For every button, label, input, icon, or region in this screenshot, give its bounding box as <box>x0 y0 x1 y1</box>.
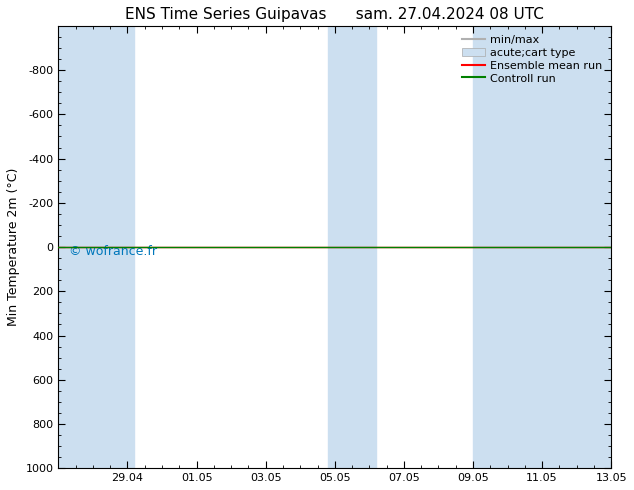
Text: © wofrance.fr: © wofrance.fr <box>69 245 157 258</box>
Bar <box>328 26 376 468</box>
Title: ENS Time Series Guipavas      sam. 27.04.2024 08 UTC: ENS Time Series Guipavas sam. 27.04.2024… <box>126 7 544 22</box>
Bar <box>58 26 134 468</box>
Bar <box>473 26 611 468</box>
Y-axis label: Min Temperature 2m (°C): Min Temperature 2m (°C) <box>7 168 20 326</box>
Legend: min/max, acute;cart type, Ensemble mean run, Controll run: min/max, acute;cart type, Ensemble mean … <box>459 31 605 87</box>
